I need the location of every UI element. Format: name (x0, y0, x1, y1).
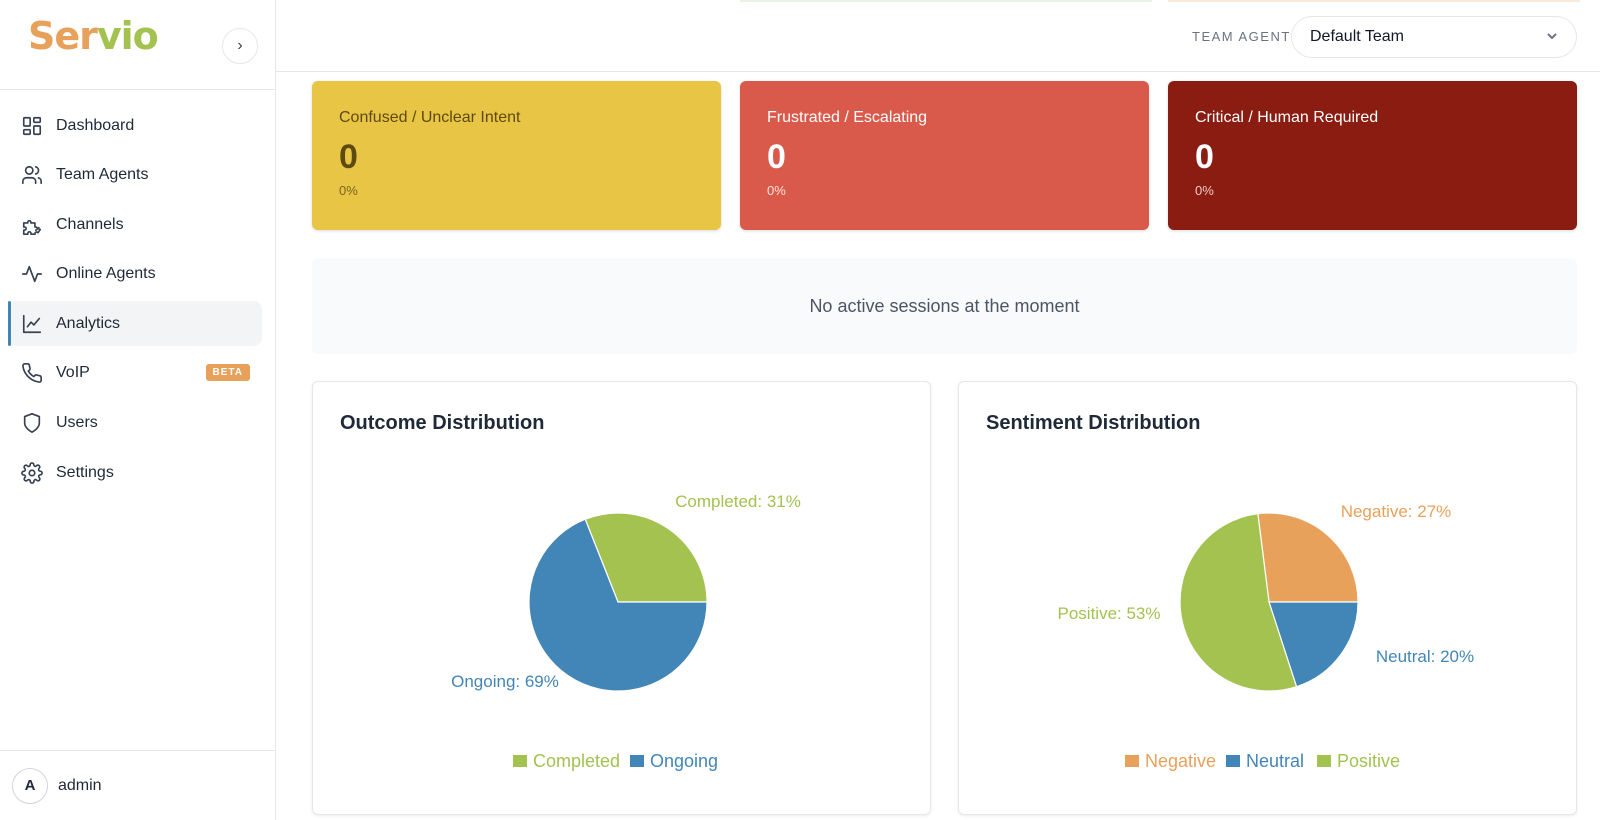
legend-label-negative[interactable]: Negative (1145, 751, 1216, 771)
sentiment-distribution-card: Sentiment Distribution Negative: 27% Nega… (958, 381, 1577, 815)
stat-value: 0 (1195, 138, 1214, 176)
legend-swatch-neutral (1226, 755, 1240, 767)
sentiment-pie-chart: Negative: 27% Negative Neutral: 20% Neutral… (1058, 502, 1475, 771)
legend-swatch-ongoing (630, 755, 644, 767)
grid-icon (20, 114, 44, 138)
sidebar-item-online-agents[interactable]: Online Agents (8, 252, 262, 297)
outcome-distribution-card: Outcome Distribution Completed: 31% Compl… (312, 381, 931, 815)
legend-label-completed[interactable]: Completed (533, 751, 620, 771)
sidebar-item-team-agents[interactable]: Team Agents (8, 153, 262, 198)
team-agent-value: Default Team (1310, 28, 1404, 45)
stat-title: Confused / Unclear Intent (339, 109, 521, 126)
sidebar-item-label: Users (56, 414, 98, 432)
sidebar-item-label: Online Agents (56, 265, 156, 283)
data-label-negative: Negative: 27% (1341, 502, 1452, 521)
sidebar-item-label: Dashboard (56, 116, 135, 134)
legend-swatch-completed (513, 755, 527, 767)
scroll-remnant-green (740, 0, 1152, 2)
collapse-sidebar-button[interactable]: › (222, 28, 258, 64)
pie-slice-completed[interactable] (584, 512, 708, 603)
pie-slice-negative[interactable] (1257, 512, 1359, 603)
chart-line-icon (20, 312, 44, 336)
legend-label-neutral[interactable]: Neutral (1246, 751, 1304, 771)
puzzle-icon (20, 213, 44, 237)
team-agent-label: TEAM AGENT (1192, 29, 1291, 44)
stat-percentage: 0% (767, 183, 786, 198)
team-agent-select[interactable]: Default Team (1291, 16, 1577, 58)
shield-icon (20, 411, 44, 435)
sidebar-item-voip[interactable]: VoIP BETA (8, 351, 262, 396)
sidebar-item-label: Channels (56, 215, 124, 233)
stat-card-confused[interactable]: Confused / Unclear Intent 0 0% (312, 81, 721, 230)
stat-percentage: 0% (1195, 183, 1214, 198)
stat-card-frustrated[interactable]: Frustrated / Escalating 0 0% (740, 81, 1149, 230)
outcome-pie-chart: Completed: 31% Completed Ongoing: 69% Ongoi… (451, 492, 801, 771)
stat-title: Critical / Human Required (1195, 109, 1379, 126)
sidebar-item-label: Analytics (56, 314, 121, 332)
pie-slice-ongoing[interactable] (528, 518, 708, 692)
sidebar-item-analytics[interactable]: Analytics (8, 301, 262, 347)
logo-part-2: vio (96, 14, 159, 58)
legend-label-ongoing[interactable]: Ongoing (650, 751, 718, 771)
sidebar-item-label: VoIP (56, 364, 90, 382)
stat-title: Frustrated / Escalating (767, 109, 928, 126)
stat-value: 0 (767, 138, 786, 176)
scroll-remnant-orange (1168, 0, 1580, 2)
beta-badge: BETA (205, 363, 250, 381)
empty-state-message: No active sessions at the moment (809, 295, 1080, 316)
brand-area: Servio › (0, 0, 275, 90)
user-profile[interactable]: A admin (0, 750, 275, 820)
username: admin (58, 776, 102, 794)
active-sessions-empty-state: No active sessions at the moment (312, 258, 1577, 354)
chevron-right-icon: › (237, 37, 243, 54)
chart-title: Outcome Distribution (340, 412, 545, 434)
top-header: TEAM AGENT Default Team (276, 0, 1600, 72)
chevron-down-icon (1544, 28, 1560, 44)
legend-swatch-negative (1125, 755, 1139, 767)
stat-card-critical[interactable]: Critical / Human Required 0 0% (1168, 81, 1577, 230)
pie-slice-neutral[interactable] (1268, 601, 1359, 688)
data-label-completed: Completed: 31% (675, 492, 801, 511)
legend-label-positive[interactable]: Positive (1337, 751, 1400, 771)
stat-value: 0 (339, 138, 358, 176)
sidebar-item-settings[interactable]: Settings (8, 450, 262, 495)
data-label-positive: Positive: 53% (1058, 604, 1161, 623)
chart-title: Sentiment Distribution (986, 412, 1201, 434)
logo-part-1: Ser (28, 14, 98, 58)
data-label-neutral: Neutral: 20% (1376, 647, 1474, 666)
gear-icon (20, 461, 44, 485)
sidebar-item-channels[interactable]: Channels (8, 202, 262, 247)
activity-icon (20, 262, 44, 286)
sidebar-nav: Dashboard Team Agents Channels Online Ag… (8, 103, 262, 500)
sidebar-item-label: Team Agents (56, 166, 149, 184)
pie-slice-positive[interactable] (1179, 513, 1298, 692)
sidebar-item-label: Settings (56, 463, 114, 481)
stat-percentage: 0% (339, 183, 358, 198)
sidebar: Servio › Dashboard Team Agents Channels (0, 0, 276, 820)
data-label-ongoing: Ongoing: 69% (451, 672, 559, 691)
legend-swatch-positive (1317, 755, 1331, 767)
avatar: A (12, 767, 48, 804)
sidebar-item-users[interactable]: Users (8, 401, 262, 446)
phone-icon (20, 361, 44, 385)
users-icon (20, 163, 44, 187)
servio-logo[interactable]: Servio (28, 14, 159, 58)
sidebar-item-dashboard[interactable]: Dashboard (8, 103, 262, 148)
